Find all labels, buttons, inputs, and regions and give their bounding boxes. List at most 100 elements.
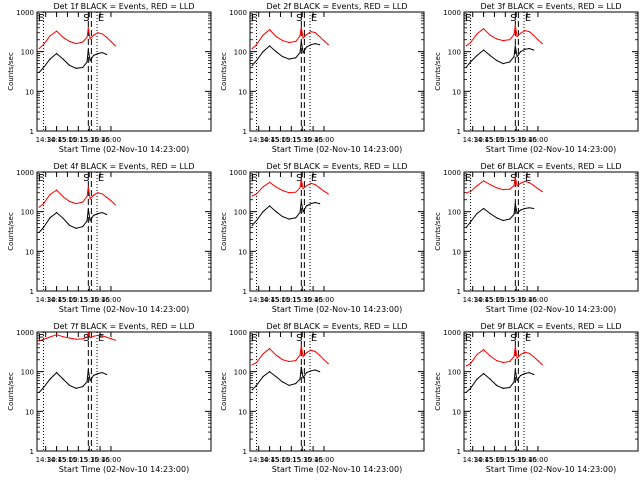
y-tick-label: 10 (452, 88, 461, 96)
events-data-point (101, 371, 103, 374)
lld-data-point (524, 180, 526, 182)
events-data-point (513, 381, 515, 383)
x-tick-label: 14:45 (473, 296, 493, 304)
lld-data-point (302, 37, 304, 39)
annotation-e-right: E (525, 13, 531, 24)
events-data-point (509, 218, 511, 220)
events-data-point (300, 200, 302, 203)
lld-data-point (465, 45, 467, 47)
lld-data-point (299, 35, 301, 37)
x-tick-label: 15:15 (68, 296, 88, 304)
lld-data-point (476, 353, 478, 356)
events-data-point (302, 211, 304, 213)
events-data-point (299, 51, 301, 54)
events-data-point (310, 202, 312, 205)
events-data-point (514, 45, 516, 47)
lld-data-point (255, 361, 258, 364)
chart-panel-5: Det 5f BLACK = Events, RED = LLD 1 10 100 10… (220, 162, 425, 314)
x-tick-label: 14:45 (259, 136, 279, 144)
events-data-point (524, 372, 526, 375)
lld-data-point (268, 348, 271, 350)
lld-data-point (528, 31, 530, 33)
lld-data-point (69, 200, 71, 203)
x-tick-label: 15:00 (484, 456, 504, 464)
events-data-point (97, 372, 99, 375)
lld-data-point (469, 362, 472, 365)
lld-data-point (92, 335, 95, 337)
x-tick-label: 14:30 (249, 296, 269, 304)
events-data-point (528, 207, 530, 209)
events-data-point (106, 53, 108, 56)
lld-data-point (82, 338, 84, 340)
y-axis-label: Counts/sec (220, 52, 228, 91)
lld-data-point (319, 187, 321, 189)
x-tick-label: 15:30 (506, 456, 526, 464)
events-data-point (302, 377, 304, 379)
y-tick-label: 1000 (16, 9, 34, 17)
plot-frame (36, 171, 212, 292)
lld-data-point (533, 184, 535, 186)
events-data-point (86, 61, 88, 63)
lld-data-point (255, 193, 258, 195)
lld-data-point (101, 193, 103, 195)
lld-data-point (323, 190, 325, 192)
y-tick-label: 100 (21, 209, 34, 217)
events-data-point (299, 378, 301, 380)
lld-data-point (319, 354, 321, 356)
annotation-e-left: E (465, 173, 471, 184)
events-data-point (319, 44, 321, 46)
lld-data-point (75, 202, 77, 205)
lld-data-point (314, 351, 316, 353)
annotation-e-right: E (525, 173, 531, 184)
lld-data-point (114, 204, 116, 206)
chart-panel-4: Det 4f BLACK = Events, RED = LLD 1 10 100 10… (7, 162, 212, 314)
lld-data-point (514, 176, 516, 178)
events-data-point (42, 66, 45, 69)
chart-panel-1: Det 1f BLACK = Events, RED = LLD 1 10 100 10… (7, 2, 212, 154)
lld-data-point (513, 185, 515, 187)
lld-data-point (275, 186, 277, 188)
lld-data-point (489, 34, 491, 36)
x-tick-label: 15:15 (281, 456, 301, 464)
events-data-point (92, 374, 95, 377)
events-data-point (528, 371, 530, 374)
lld-data-point (327, 362, 329, 365)
x-tick-label: 15:30 (292, 456, 312, 464)
events-data-point (38, 231, 40, 234)
x-tick-label: 15:30 (79, 136, 99, 144)
x-tick-label: 15:00 (270, 136, 290, 144)
events-data-point (496, 59, 498, 62)
lld-series-line (38, 186, 116, 208)
events-data-point (49, 217, 51, 219)
lld-data-point (55, 30, 58, 32)
y-tick-label: 100 (448, 209, 461, 217)
x-axis-label: Start Time (02-Nov-10 14:23:00) (486, 305, 616, 314)
events-data-point (295, 383, 297, 385)
y-tick-label: 100 (21, 369, 34, 377)
events-data-point (465, 391, 467, 394)
y-tick-label: 10 (452, 248, 461, 256)
events-series-line (465, 203, 534, 228)
lld-data-point (528, 352, 530, 354)
lld-data-point (75, 42, 77, 45)
events-data-point (62, 378, 64, 380)
lld-data-point (319, 35, 321, 38)
y-tick-label: 100 (21, 49, 34, 57)
lld-data-point (469, 41, 472, 44)
x-axis-label: Start Time (02-Nov-10 14:23:00) (486, 465, 616, 474)
x-tick-label: 14:30 (249, 456, 269, 464)
annotation-e-left: E (251, 333, 257, 344)
events-data-point (69, 64, 71, 67)
y-tick-label: 1 (30, 288, 34, 296)
events-data-point (106, 373, 108, 376)
events-data-point (528, 47, 530, 50)
x-tick-label: 14:45 (46, 456, 66, 464)
events-data-point (38, 71, 40, 74)
events-data-point (69, 384, 71, 387)
plot-frame (463, 11, 639, 132)
y-axis-label: Counts/sec (434, 372, 442, 411)
x-tick-label: 15:00 (57, 136, 77, 144)
lld-data-point (268, 29, 271, 31)
x-tick-label: 15:30 (506, 296, 526, 304)
x-tick-label: 15:45 (90, 456, 110, 464)
